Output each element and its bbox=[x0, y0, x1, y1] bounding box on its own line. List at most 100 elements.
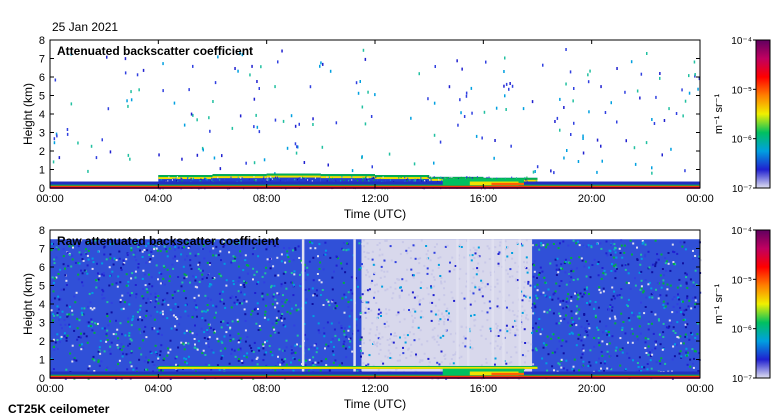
noise-pixel bbox=[623, 251, 626, 254]
noise-pixel bbox=[559, 242, 561, 245]
noise-pixel bbox=[486, 311, 489, 314]
noise-pixel bbox=[466, 239, 468, 242]
band-noise bbox=[491, 176, 493, 179]
noise-pixel bbox=[507, 246, 509, 249]
noise-pixel bbox=[299, 345, 302, 348]
layer-edge bbox=[212, 176, 267, 179]
noise-pixel bbox=[646, 368, 649, 371]
y-tick-label: 8 bbox=[39, 225, 45, 237]
noise-pixel bbox=[482, 270, 485, 273]
noise-pixel bbox=[499, 252, 502, 255]
noise-pixel bbox=[205, 276, 208, 279]
noise-pixel bbox=[125, 353, 128, 356]
noise-pixel bbox=[379, 348, 382, 351]
noise-pixel bbox=[474, 286, 477, 289]
noise-pixel bbox=[296, 343, 298, 346]
noise-pixel bbox=[184, 297, 187, 300]
band-noise bbox=[302, 176, 304, 179]
noise-pixel bbox=[685, 351, 688, 354]
noise-pixel bbox=[71, 254, 74, 257]
band-noise bbox=[372, 177, 374, 179]
noise-pixel bbox=[97, 250, 100, 253]
noise-pixel bbox=[167, 303, 170, 306]
noise-pixel bbox=[305, 298, 308, 301]
band-noise bbox=[437, 177, 439, 180]
noise-pixel bbox=[368, 288, 371, 291]
noise-pixel bbox=[318, 243, 321, 246]
speckle bbox=[196, 118, 198, 122]
noise-pixel bbox=[239, 290, 242, 293]
band-noise bbox=[362, 180, 364, 182]
noise-pixel bbox=[521, 311, 524, 314]
noise-pixel bbox=[146, 249, 149, 252]
noise-pixel bbox=[311, 303, 314, 305]
noise-pixel bbox=[318, 267, 321, 270]
noise-pixel bbox=[578, 317, 581, 320]
noise-pixel bbox=[542, 342, 545, 345]
noise-pixel bbox=[174, 325, 177, 328]
noise-pixel bbox=[314, 361, 317, 364]
noise-pixel bbox=[111, 270, 114, 273]
noise-pixel bbox=[258, 240, 261, 243]
speckle bbox=[173, 101, 176, 105]
noise-pixel bbox=[87, 258, 90, 261]
noise-pixel bbox=[280, 283, 283, 286]
noise-pixel bbox=[419, 316, 422, 319]
band-noise bbox=[296, 178, 298, 181]
noise-pixel bbox=[230, 241, 233, 244]
speckle bbox=[251, 64, 253, 68]
speckle bbox=[485, 60, 487, 64]
noise-pixel bbox=[696, 333, 699, 336]
streak bbox=[353, 239, 356, 378]
colorbar: 10⁻⁴10⁻⁵10⁻⁶10⁻⁷m⁻¹ sr⁻¹ bbox=[713, 226, 771, 385]
noise-pixel bbox=[157, 356, 160, 359]
band-noise bbox=[438, 178, 440, 181]
noise-pixel bbox=[399, 336, 401, 339]
noise-pixel bbox=[403, 318, 406, 321]
noise-pixel bbox=[154, 344, 157, 347]
noise-pixel bbox=[511, 325, 514, 328]
noise-pixel bbox=[181, 281, 184, 284]
noise-pixel bbox=[80, 332, 82, 335]
noise-pixel bbox=[322, 304, 325, 306]
noise-pixel bbox=[652, 332, 655, 335]
noise-pixel bbox=[308, 260, 311, 263]
noise-pixel bbox=[378, 352, 380, 355]
noise-pixel bbox=[685, 281, 688, 284]
noise-pixel bbox=[658, 319, 660, 322]
noise-pixel bbox=[602, 331, 604, 334]
layer-edge bbox=[375, 177, 430, 180]
noise-pixel bbox=[313, 293, 316, 295]
noise-pixel bbox=[587, 323, 590, 326]
y-tick-label: 8 bbox=[39, 35, 45, 47]
streak bbox=[518, 239, 522, 378]
noise-pixel bbox=[575, 267, 578, 270]
speckle bbox=[697, 87, 699, 91]
noise-pixel bbox=[56, 314, 59, 317]
noise-pixel bbox=[439, 256, 442, 259]
noise-pixel bbox=[655, 261, 658, 264]
noise-pixel bbox=[161, 310, 164, 313]
noise-pixel bbox=[276, 245, 279, 248]
noise-pixel bbox=[586, 287, 588, 290]
y-tick-label: 4 bbox=[39, 109, 45, 121]
noise-pixel bbox=[605, 240, 608, 243]
noise-pixel bbox=[344, 271, 347, 274]
noise-pixel bbox=[631, 311, 633, 314]
noise-pixel bbox=[86, 254, 89, 257]
noise-pixel bbox=[607, 331, 610, 333]
speckle bbox=[596, 170, 598, 174]
noise-pixel bbox=[365, 274, 368, 277]
noise-pixel bbox=[135, 293, 138, 296]
noise-pixel bbox=[449, 333, 452, 336]
noise-pixel bbox=[400, 289, 403, 292]
noise-pixel bbox=[359, 338, 362, 341]
noise-pixel bbox=[377, 290, 380, 293]
noise-pixel bbox=[420, 343, 423, 346]
noise-pixel bbox=[169, 308, 172, 311]
noise-pixel bbox=[411, 314, 413, 317]
noise-pixel bbox=[172, 257, 175, 260]
speckle bbox=[90, 144, 93, 148]
speckle bbox=[70, 52, 72, 56]
noise-pixel bbox=[143, 316, 146, 319]
